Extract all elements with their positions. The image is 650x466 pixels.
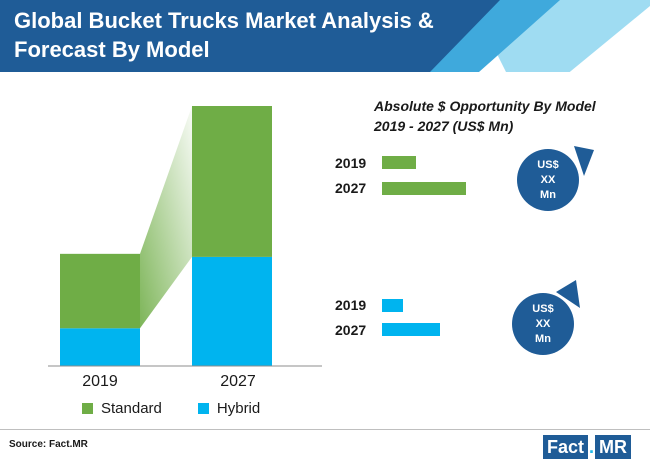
standard-opportunity-bar-2027 [382, 182, 466, 195]
hybrid-value-circle: US$ XX Mn [512, 293, 574, 355]
standard-value-circle: US$ XX Mn [517, 149, 579, 211]
factmr-logo: Fact . MR [543, 435, 632, 459]
hybrid-label-2027: 2027 [335, 322, 367, 338]
opportunity-title-line: Absolute $ Opportunity By Model [374, 98, 596, 114]
legend-label-standard: Standard [101, 400, 162, 417]
bar-2027-hybrid [192, 256, 272, 366]
standard-label-2019: 2019 [335, 155, 367, 171]
hybrid-opportunity-bar-2027 [382, 323, 440, 336]
hybrid-label-2019: 2019 [335, 297, 367, 313]
standard-label-2027: 2027 [335, 180, 367, 196]
source-note: Source: Fact.MR [9, 439, 88, 450]
stacked-bar-chart: 2019 2027 [48, 106, 322, 390]
standard-opportunity-bar-2019 [382, 156, 416, 169]
chart-legend: Standard Hybrid [82, 400, 296, 417]
circle-text-currency: US$ [537, 158, 559, 171]
logo-part-mr: MR [595, 435, 632, 459]
growth-arrow-icon-hybrid [556, 280, 580, 308]
opportunity-subtitle-line: 2019 - 2027 (US$ Mn) [374, 118, 514, 134]
circle-text-unit: Mn [535, 332, 551, 345]
page-title: Global Bucket Trucks Market Analysis & F… [14, 6, 484, 64]
bar-2019-hybrid [60, 328, 140, 366]
growth-connector [140, 106, 192, 329]
circle-text-unit: Mn [540, 188, 556, 201]
legend-item-hybrid: Hybrid [197, 400, 261, 417]
x-tick-2019: 2019 [82, 373, 118, 390]
bar-2019-standard [60, 253, 140, 329]
circle-text-value: XX [535, 317, 551, 330]
legend-label-hybrid: Hybrid [216, 400, 261, 417]
footer-divider [0, 429, 650, 430]
circle-text-value: XX [540, 173, 556, 186]
legend-swatch-hybrid [197, 403, 209, 414]
legend-item-standard: Standard [82, 400, 162, 417]
logo-part-fact: Fact [543, 435, 589, 459]
hybrid-opportunity-bar-2019 [382, 299, 403, 312]
logo-dot: . [588, 436, 596, 458]
bar-2027-standard [192, 106, 272, 257]
legend-swatch-standard [82, 403, 93, 414]
x-tick-2027: 2027 [220, 373, 256, 390]
growth-arrow-icon-standard [574, 146, 594, 176]
circle-text-currency: US$ [532, 302, 554, 315]
opportunity-title: Absolute $ Opportunity By Model 2019 - 2… [374, 96, 596, 136]
title-line-1: Global Bucket Trucks Market Analysis & [14, 8, 434, 33]
header-main-band [0, 0, 500, 72]
header-banner [0, 0, 650, 72]
title-line-2: Forecast By Model [14, 37, 210, 62]
